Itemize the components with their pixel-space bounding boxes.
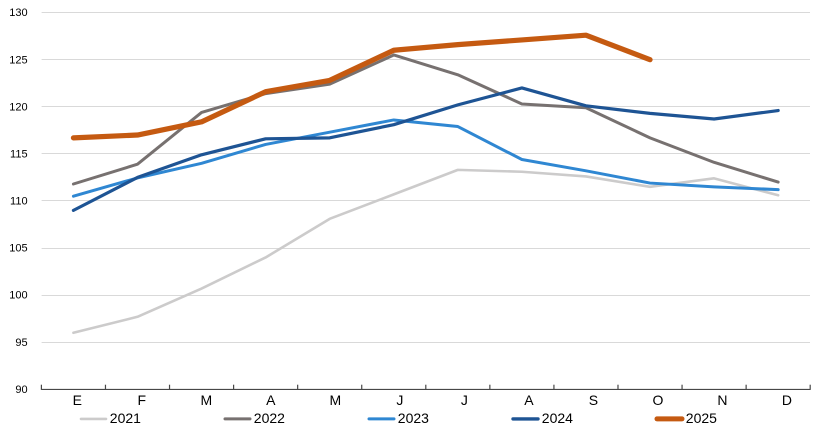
svg-text:2022: 2022 (254, 410, 285, 426)
svg-text:A: A (266, 392, 276, 408)
svg-text:90: 90 (15, 384, 27, 396)
svg-text:M: M (330, 392, 342, 408)
svg-text:130: 130 (9, 7, 27, 19)
svg-text:J: J (396, 392, 403, 408)
svg-text:S: S (589, 392, 598, 408)
svg-text:F: F (138, 392, 147, 408)
svg-text:2021: 2021 (110, 410, 141, 426)
svg-text:125: 125 (9, 54, 27, 66)
svg-text:110: 110 (10, 196, 28, 208)
svg-text:2024: 2024 (542, 410, 573, 426)
svg-text:2023: 2023 (398, 410, 429, 426)
svg-text:105: 105 (9, 243, 27, 255)
svg-text:E: E (73, 392, 82, 408)
svg-text:N: N (717, 392, 727, 408)
svg-text:A: A (524, 392, 534, 408)
svg-text:115: 115 (10, 148, 28, 160)
svg-text:95: 95 (15, 337, 27, 349)
svg-text:O: O (652, 392, 663, 408)
svg-text:120: 120 (9, 101, 27, 113)
svg-text:100: 100 (9, 290, 27, 302)
svg-text:J: J (461, 392, 468, 408)
svg-text:M: M (200, 392, 212, 408)
svg-text:D: D (782, 392, 792, 408)
svg-text:2025: 2025 (686, 410, 717, 426)
